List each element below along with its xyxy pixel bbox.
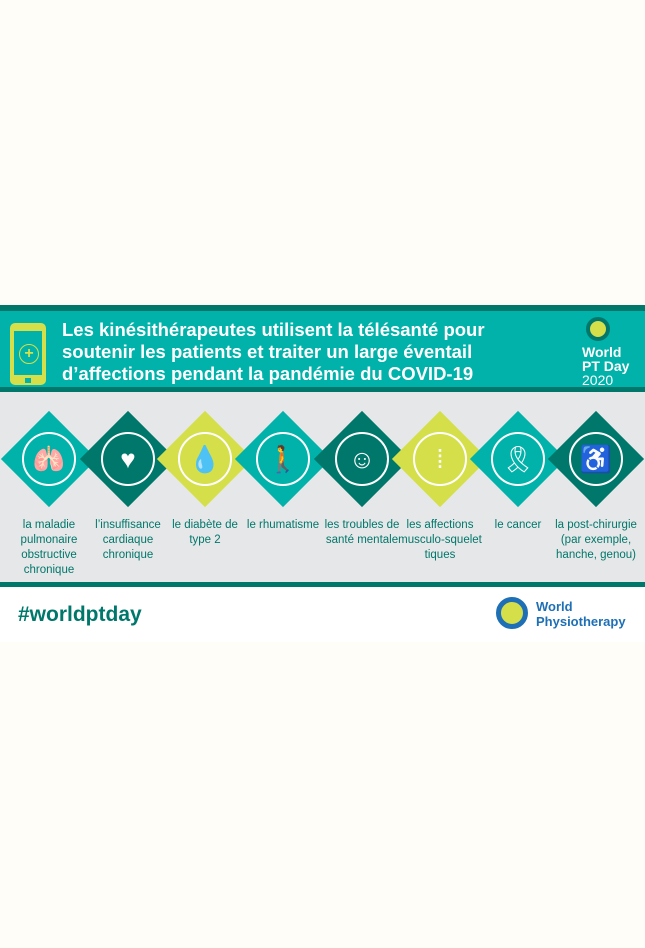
condition-label: l’insuffisance cardiaque chronique (95, 519, 161, 561)
condition-label: la post-chirurgie (par exemple, hanche, … (555, 519, 637, 561)
spine-icon: ⁞ (413, 432, 467, 486)
world-pt-day-logo: World PT Day 2020 (582, 317, 632, 387)
condition-label: la maladie pulmonaire obstructive chroni… (20, 519, 78, 576)
person-icon: 🚶 (256, 432, 310, 486)
plus-icon: + (19, 344, 39, 364)
logo-line1: World (582, 344, 622, 360)
heart-icon: ♥ (101, 432, 155, 486)
header-banner: + Les kinésithérapeutes utilisent la tél… (0, 305, 645, 392)
ribbon-icon: 🎗 (491, 432, 545, 486)
condition-label: les affections musculo-squelet tiques (398, 519, 482, 561)
condition-label: le diabète de type 2 (172, 519, 238, 546)
seated-person-icon: ♿ (569, 432, 623, 486)
hashtag: #worldptday (18, 603, 142, 626)
logo-year: 2020 (582, 372, 614, 388)
brand-line2: Physiotherapy (536, 614, 626, 629)
logo-mark-icon (496, 597, 528, 629)
footer: #worldptday World Physiotherapy (0, 587, 645, 642)
head-icon: ☺ (335, 432, 389, 486)
drop-icon: 💧 (178, 432, 232, 486)
page-title: Les kinésithérapeutes utilisent la télés… (62, 319, 485, 384)
brand-line1: World (536, 599, 573, 614)
logo-line2: PT Day (582, 358, 630, 374)
divider (0, 582, 645, 587)
condition-label: les troubles de santé mentale (324, 519, 400, 546)
phone-icon: + (10, 323, 46, 385)
lungs-icon: 🫁 (22, 432, 76, 486)
condition-label: le rhumatisme (246, 519, 320, 531)
condition-label: le cancer (494, 519, 542, 531)
logo-mark-icon (586, 317, 610, 341)
